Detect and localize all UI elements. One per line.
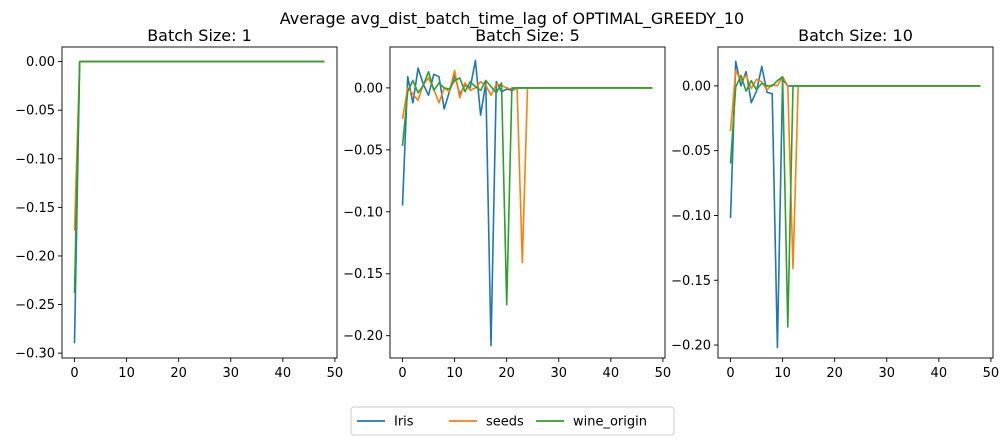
series-line-iris: [73, 60, 325, 344]
y-tick-label: −0.25: [15, 298, 55, 313]
subplot-3: Batch Size: 10 0 10 20 30 40 50 0.00 −0.05 −0.10 −…: [671, 26, 999, 381]
series-line-wine-origin: [729, 74, 981, 328]
y-tick-label: −0.05: [343, 143, 383, 158]
y-tick-label: −0.10: [671, 209, 711, 224]
x-tick-label: 50: [983, 366, 1000, 381]
x-tick-label: 0: [70, 366, 78, 381]
subplot-1: Batch Size: 1 0 10 20 30 40 50 0.00 −0.05 −0.10 −0…: [15, 26, 343, 381]
axes-frame: [389, 46, 666, 359]
x-tick-label: 40: [275, 366, 292, 381]
x-tick-label: 20: [170, 366, 187, 381]
y-tick-label: −0.20: [671, 339, 711, 354]
subplot-title: Batch Size: 5: [475, 26, 580, 45]
x-tick-label: 10: [118, 366, 135, 381]
y-tick-label: −0.20: [15, 249, 55, 264]
y-tick-label: −0.15: [15, 201, 55, 216]
y-tick-label: 0.00: [354, 81, 383, 96]
x-tick-label: 40: [931, 366, 948, 381]
y-tick-label: −0.10: [343, 205, 383, 220]
y-tick-label: −0.15: [343, 267, 383, 282]
x-tick-label: 0: [398, 366, 406, 381]
subplot-title: Batch Size: 1: [147, 26, 252, 45]
y-tick-label: −0.30: [15, 347, 55, 362]
series-line-wine-origin: [73, 60, 325, 293]
legend-frame: [350, 406, 675, 436]
x-tick-label: 30: [550, 366, 567, 381]
subplots: Batch Size: 10 10 20 30 40 500.00−0.05−0.10−0…: [15, 26, 999, 381]
subplot-2: Batch Size: 5 0 10 20 30 40 50 0.00 −0.05 −0.10 −0…: [343, 26, 671, 381]
x-tick-label: 40: [603, 366, 620, 381]
series-line-seeds: [73, 60, 325, 231]
y-tick-label: −0.10: [15, 152, 55, 167]
x-tick-label: 50: [327, 366, 344, 381]
y-tick-label: −0.15: [671, 274, 711, 289]
y-tick-label: −0.20: [343, 329, 383, 344]
x-tick-label: 20: [826, 366, 843, 381]
x-tick-label: 30: [222, 366, 239, 381]
y-tick-label: 0.00: [26, 55, 55, 70]
series-line-wine-origin: [401, 71, 653, 306]
y-tick-label: −0.05: [15, 104, 55, 119]
y-tick-label: −0.05: [671, 144, 711, 159]
legend: Iris seeds wine_origin: [350, 406, 675, 436]
x-tick-label: 30: [878, 366, 895, 381]
figure-title: Average avg_dist_batch_time_lag of OPTIM…: [280, 9, 744, 29]
x-tick-label: 50: [655, 366, 672, 381]
series-line-seeds: [729, 69, 981, 270]
x-tick-label: 20: [498, 366, 515, 381]
series-line-seeds: [401, 69, 653, 264]
x-tick-label: 10: [774, 366, 791, 381]
subplot-title: Batch Size: 10: [798, 26, 913, 45]
x-tick-label: 10: [446, 366, 463, 381]
axes-frame: [717, 46, 994, 359]
legend-label: wine_origin: [573, 415, 647, 430]
axes-frame: [61, 46, 338, 359]
y-tick-label: 0.00: [682, 79, 711, 94]
series-line-iris: [729, 60, 981, 349]
x-tick-label: 0: [726, 366, 734, 381]
legend-label: Iris: [394, 415, 414, 430]
legend-label: seeds: [486, 415, 524, 430]
